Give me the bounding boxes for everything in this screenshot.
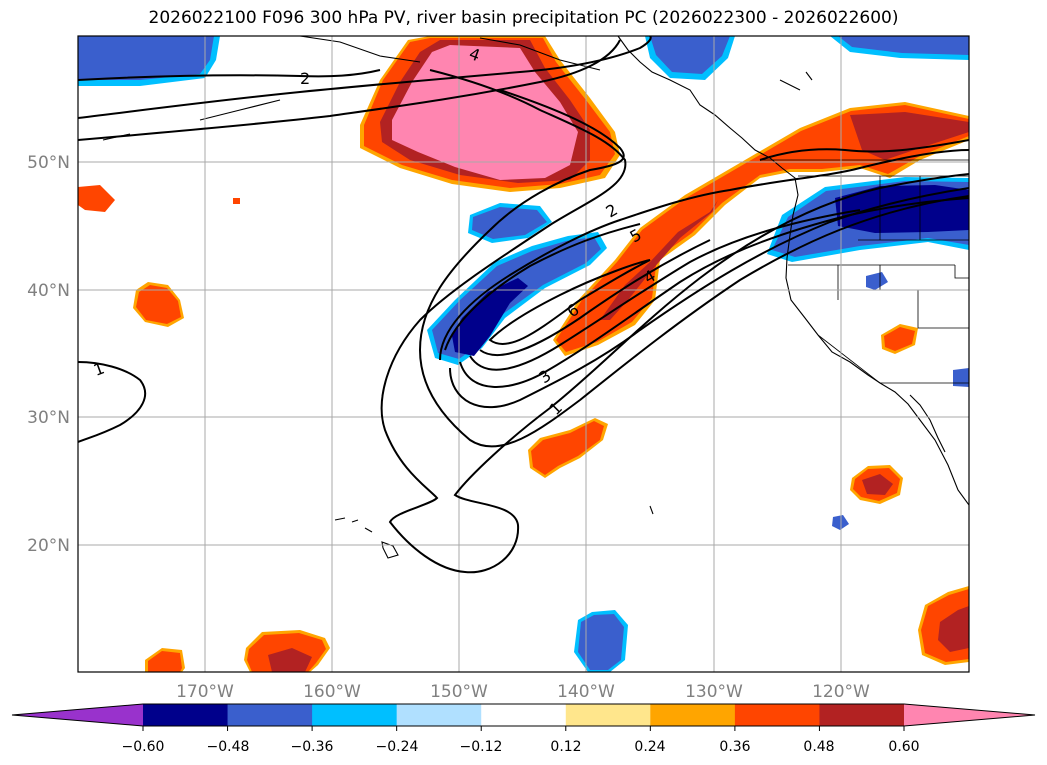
- colorbar-tick-label: −0.48: [207, 739, 250, 755]
- longitude-labels: 170°W 160°W 150°W 140°W 130°W 120°W: [176, 682, 870, 702]
- colorbar-cell: [565, 704, 651, 726]
- lat-label: 50°N: [27, 153, 70, 173]
- colorbar-tick-label: −0.60: [122, 739, 165, 755]
- lon-label: 120°W: [812, 682, 870, 702]
- colorbar-cell: [481, 704, 567, 726]
- lon-label: 160°W: [303, 682, 361, 702]
- colorbar-cell: [396, 704, 482, 726]
- borders: [760, 159, 969, 384]
- lon-label: 150°W: [430, 682, 488, 702]
- pv-contours: [78, 36, 969, 574]
- colorbar-tick-label: 0.24: [634, 739, 665, 755]
- colorbar-extend-low: [12, 704, 143, 726]
- colorbar-cell: [312, 704, 398, 726]
- colorbar-tick-label: 0.48: [803, 739, 834, 755]
- colorbar-tick-label: −0.24: [376, 739, 419, 755]
- colorbar-cell: [650, 704, 736, 726]
- colorbar-tick-label: 0.36: [719, 739, 750, 755]
- contour-label: 2: [300, 69, 310, 88]
- colorbar-tick-label: −0.36: [291, 739, 334, 755]
- colorbar-cell: [143, 704, 229, 726]
- latitude-labels: 50°N 40°N 30°N 20°N: [27, 153, 70, 556]
- colorbar-extend-high: [904, 704, 1035, 726]
- lon-label: 140°W: [557, 682, 615, 702]
- gridlines: [78, 36, 969, 672]
- lat-label: 40°N: [27, 281, 70, 301]
- lat-label: 30°N: [27, 408, 70, 428]
- map-title: 2026022100 F096 300 hPa PV, river basin …: [148, 8, 899, 28]
- colorbar-cell: [227, 704, 313, 726]
- map-plot-area: 2 4 2 5 4 6 3 1 1: [78, 36, 969, 672]
- colorbar-cell: [734, 704, 820, 726]
- lat-label: 20°N: [27, 536, 70, 556]
- lon-label: 130°W: [685, 682, 743, 702]
- colorbar-tick-label: −0.12: [460, 739, 503, 755]
- map-frame: [77, 35, 970, 673]
- colorbar-cell: [819, 704, 905, 726]
- coastlines: [102, 36, 969, 559]
- colorbar-tick-label: 0.12: [550, 739, 581, 755]
- lon-label: 170°W: [176, 682, 234, 702]
- colorbar-tick-label: 0.60: [888, 739, 919, 755]
- colorbar: −0.60 −0.48 −0.36 −0.24 −0.12 0.12 0.24 …: [11, 703, 1036, 755]
